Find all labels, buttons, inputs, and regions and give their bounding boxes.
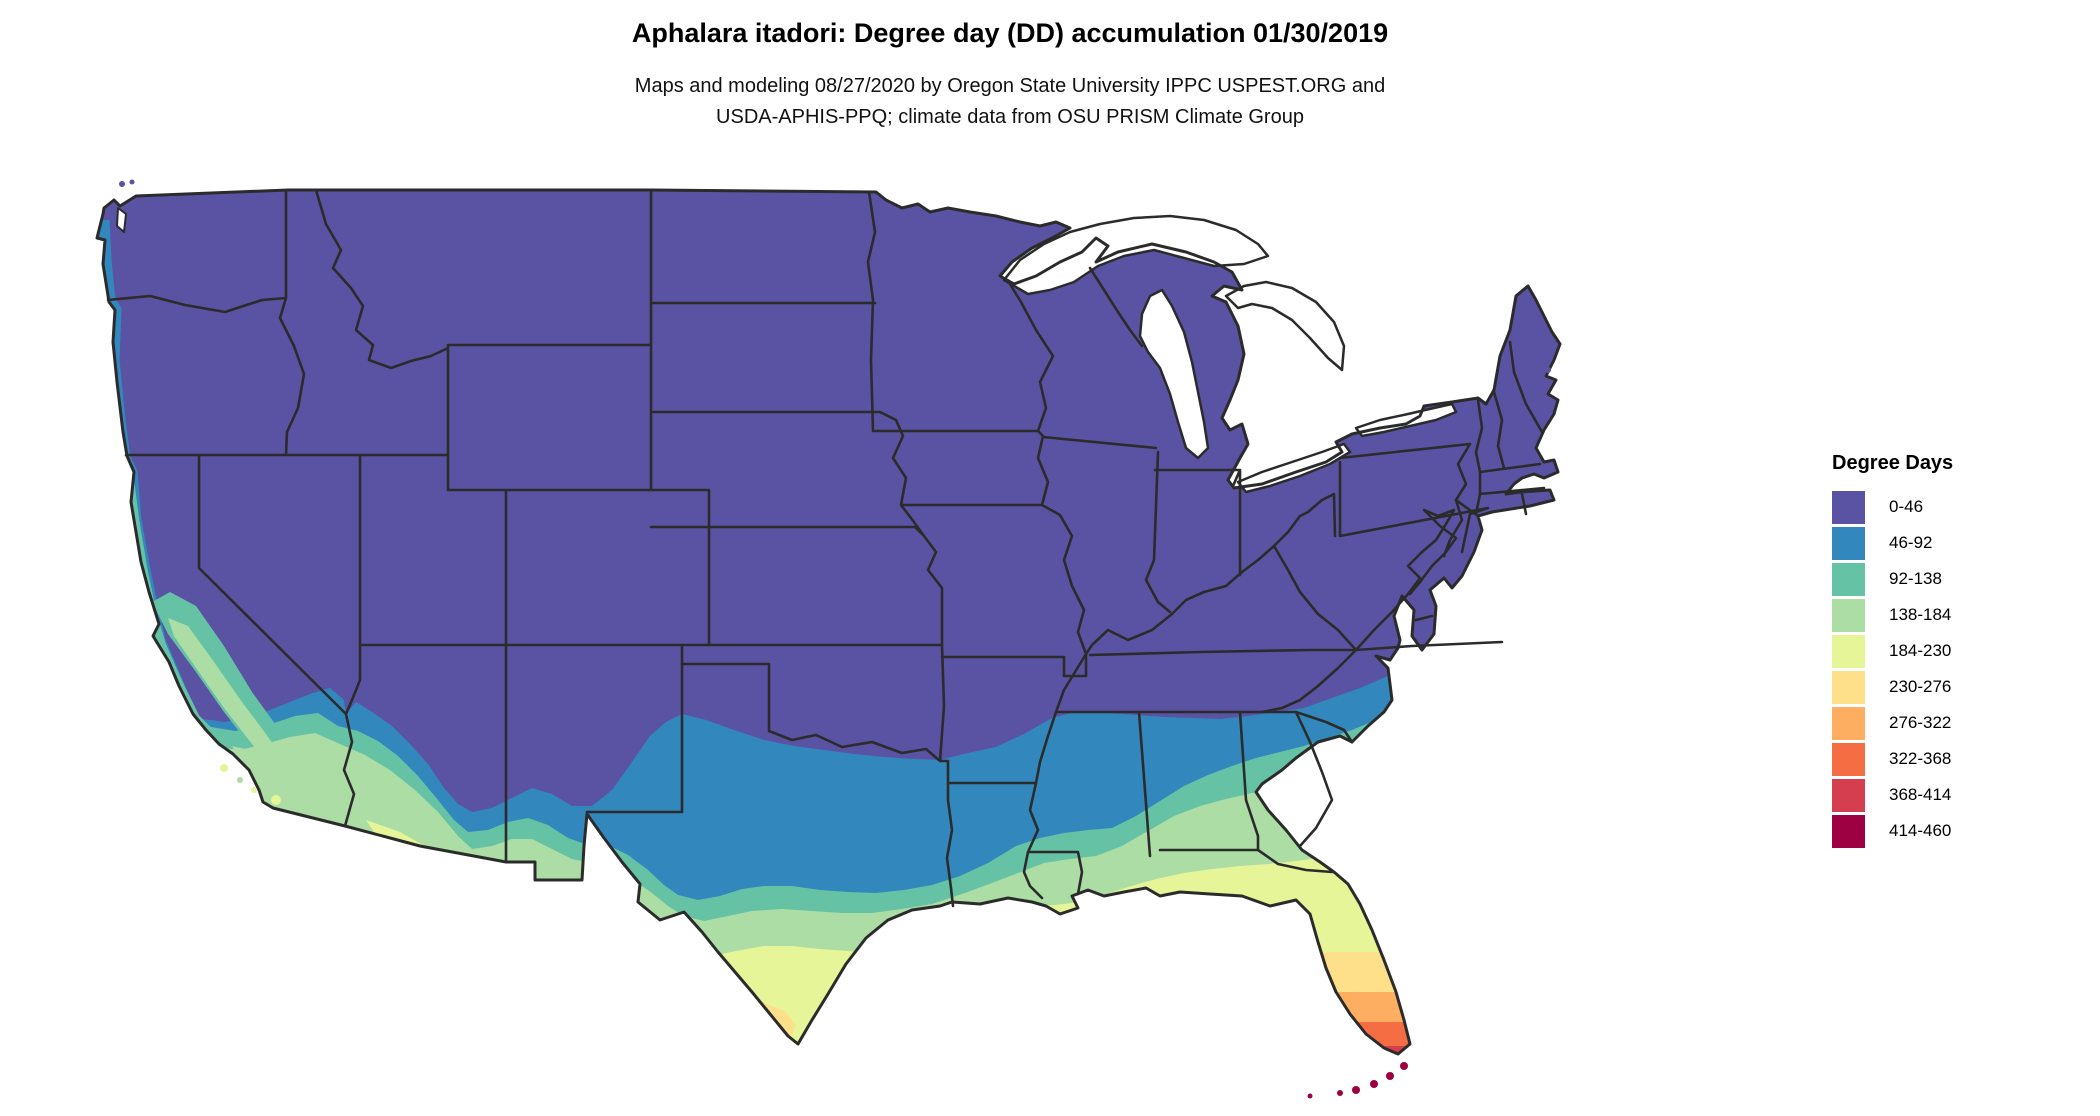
lake-michigan bbox=[1138, 288, 1210, 460]
legend-label: 414-460 bbox=[1889, 821, 1952, 840]
legend-label: 322-368 bbox=[1889, 749, 1952, 768]
legend-label: 276-322 bbox=[1889, 713, 1952, 732]
legend-row: 368-414 bbox=[1832, 777, 2072, 813]
florida-keys bbox=[1307, 1062, 1408, 1099]
fl-band-322-368 bbox=[1180, 1022, 1520, 1054]
state-borders bbox=[106, 188, 1546, 908]
fl-band-368-414 bbox=[1200, 1046, 1520, 1054]
legend-swatch-230-276 bbox=[1832, 670, 1865, 704]
legend-label: 184-230 bbox=[1889, 641, 1952, 660]
us-outline bbox=[95, 188, 1562, 1056]
legend-swatch-138-184 bbox=[1832, 598, 1865, 632]
channel-island-speck3 bbox=[251, 787, 257, 793]
title-block: Aphalara itadori: Degree day (DD) accumu… bbox=[0, 18, 2020, 133]
degree-day-raster-layers bbox=[97, 190, 1560, 1054]
legend-swatch-414-460 bbox=[1832, 814, 1865, 848]
legend-swatch-368-414 bbox=[1832, 778, 1865, 812]
offshore-specks bbox=[119, 179, 1551, 793]
legend-label: 0-46 bbox=[1889, 497, 1924, 516]
fl-band-276-322 bbox=[1180, 992, 1520, 1054]
legend-swatch-0-46 bbox=[1832, 490, 1865, 524]
legend-swatch-46-92 bbox=[1832, 526, 1865, 560]
maine-coast-speck bbox=[1545, 367, 1551, 373]
wa-border-speck2 bbox=[129, 179, 135, 185]
ca-valley-green bbox=[168, 618, 284, 770]
legend-label: 230-276 bbox=[1889, 677, 1952, 696]
legend-row: 276-322 bbox=[1832, 705, 2072, 741]
legend-row: 322-368 bbox=[1832, 741, 2072, 777]
legend: Degree Days 0-46 46-92 92-138 138-184 18… bbox=[1832, 452, 2072, 849]
map-title: Aphalara itadori: Degree day (DD) accumu… bbox=[631, 18, 1389, 48]
legend-label: 368-414 bbox=[1889, 785, 1952, 804]
channel-island-speck bbox=[220, 764, 228, 772]
map-subtitle-line2: USDA-APHIS-PPQ; climate data from OSU PR… bbox=[716, 106, 1304, 128]
legend-row: 138-184 bbox=[1832, 597, 2072, 633]
lake-superior bbox=[1002, 214, 1270, 296]
legend-swatch-92-138 bbox=[1832, 562, 1865, 596]
legend-swatch-322-368 bbox=[1832, 742, 1865, 776]
legend-title: Degree Days bbox=[1832, 452, 1954, 474]
legend-row: 92-138 bbox=[1832, 561, 2072, 597]
legend-row: 0-46 bbox=[1832, 489, 2072, 525]
map-subtitle-line1: Maps and modeling 08/27/2020 by Oregon S… bbox=[634, 75, 1386, 97]
socal-paleyellow-spot2 bbox=[271, 795, 281, 805]
legend-label: 46-92 bbox=[1889, 533, 1933, 552]
legend-row: 46-92 bbox=[1832, 525, 2072, 561]
fl-band-230-276 bbox=[1180, 952, 1520, 1054]
legend-row: 184-230 bbox=[1832, 633, 2072, 669]
legend-row: 230-276 bbox=[1832, 669, 2072, 705]
legend-row: 414-460 bbox=[1832, 813, 2072, 849]
legend-swatch-184-230 bbox=[1832, 634, 1865, 668]
legend-swatch-276-322 bbox=[1832, 706, 1865, 740]
lake-erie bbox=[1236, 442, 1352, 494]
puget-sound bbox=[116, 207, 127, 233]
socal-green bbox=[232, 746, 336, 820]
wa-border-speck bbox=[119, 181, 125, 187]
legend-label: 92-138 bbox=[1889, 569, 1942, 588]
channel-island-speck2 bbox=[237, 777, 243, 783]
lake-huron bbox=[1224, 280, 1346, 372]
legend-label: 138-184 bbox=[1889, 605, 1952, 624]
